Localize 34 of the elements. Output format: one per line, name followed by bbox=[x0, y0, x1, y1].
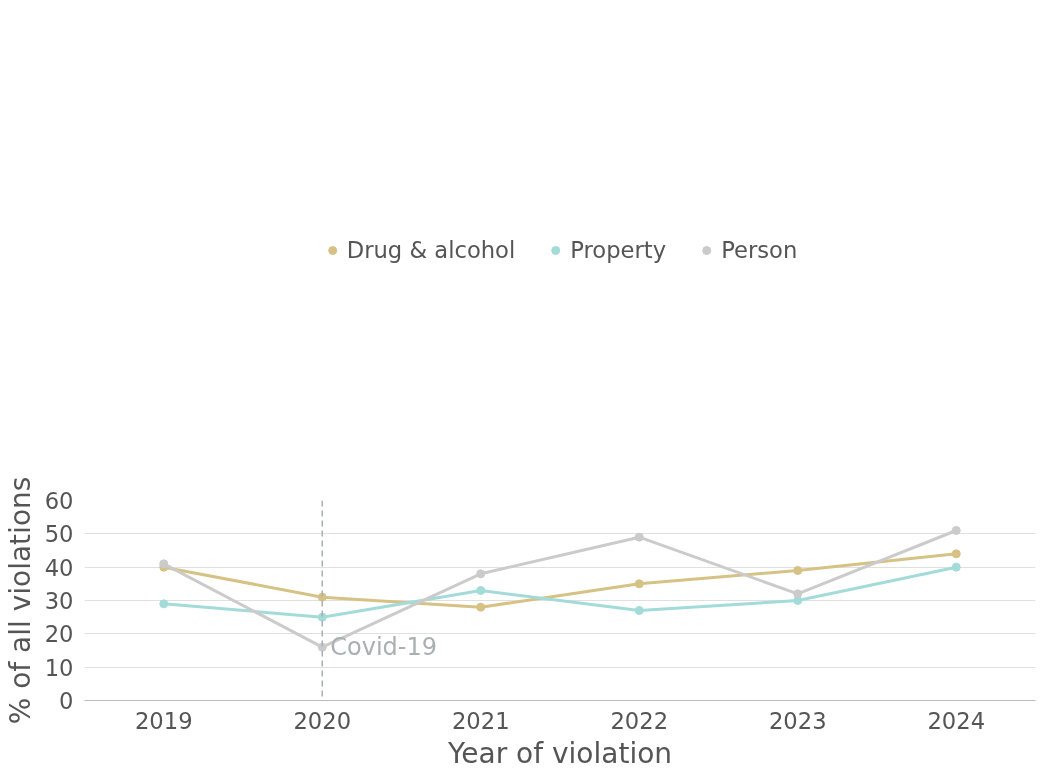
x-tick-label: 2022 bbox=[610, 707, 669, 734]
point bbox=[476, 586, 486, 595]
point bbox=[634, 606, 644, 615]
point bbox=[317, 612, 327, 622]
y-tick-label: 30 bbox=[44, 588, 74, 614]
y-tick-label: 10 bbox=[44, 654, 74, 681]
ref-line-label: Covid-19 bbox=[330, 632, 437, 661]
point bbox=[951, 549, 961, 559]
y-tick-label: 40 bbox=[44, 554, 74, 581]
point bbox=[793, 589, 803, 599]
point bbox=[634, 532, 644, 542]
x-tick-label: 2024 bbox=[927, 707, 986, 734]
point bbox=[634, 579, 644, 589]
legend-label: Person bbox=[721, 237, 798, 263]
y-axis-title: % of all violations bbox=[3, 476, 37, 725]
point bbox=[317, 642, 327, 652]
legend-label: Drug & alcohol bbox=[346, 237, 516, 263]
legend-label: Property bbox=[570, 237, 667, 263]
y-tick-label: 50 bbox=[44, 521, 74, 548]
x-tick-label: 2019 bbox=[134, 707, 193, 734]
x-tick-label: 2020 bbox=[293, 707, 352, 734]
point bbox=[159, 599, 169, 609]
point bbox=[951, 562, 961, 572]
x-tick-label: 2021 bbox=[451, 707, 510, 734]
y-tick-label: 60 bbox=[44, 488, 74, 514]
point bbox=[476, 569, 486, 579]
y-tick-label: 20 bbox=[44, 621, 74, 648]
y-tick-label: 0 bbox=[59, 688, 74, 714]
point bbox=[793, 566, 803, 575]
point bbox=[317, 592, 327, 602]
point bbox=[951, 526, 961, 535]
point bbox=[476, 602, 486, 612]
x-tick-label: 2023 bbox=[768, 707, 827, 734]
x-axis-title: Year of violation bbox=[446, 736, 673, 770]
